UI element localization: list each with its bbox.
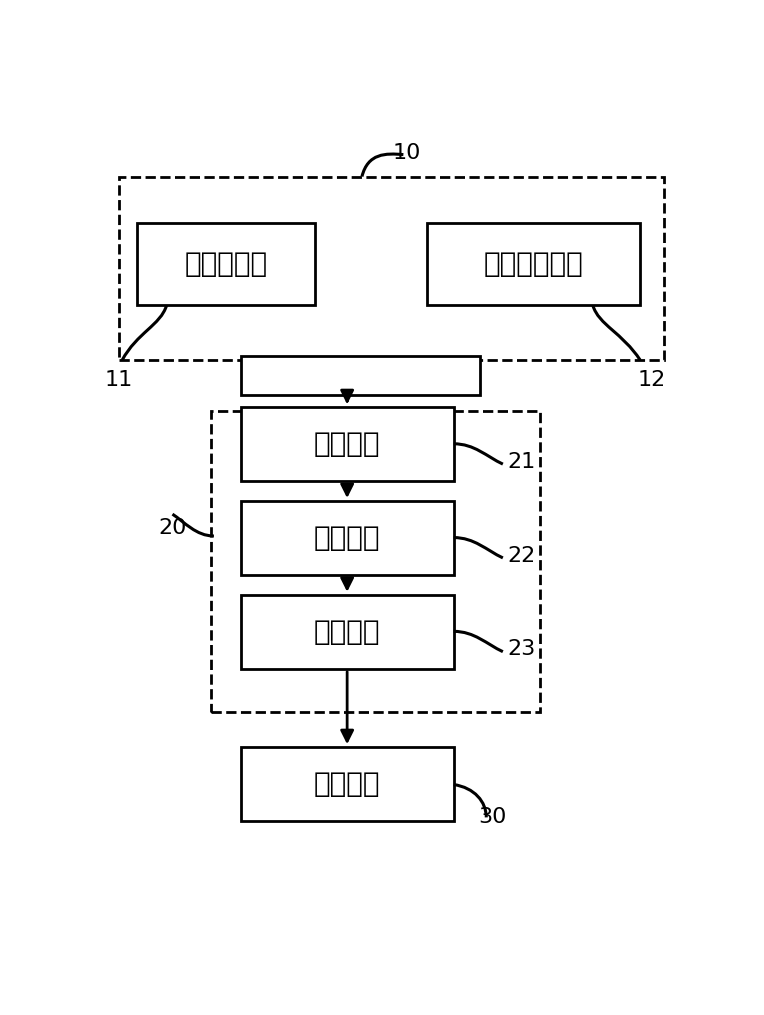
Text: 处理模块: 处理模块 bbox=[314, 618, 380, 646]
Bar bbox=[211, 411, 539, 712]
Bar bbox=[427, 223, 640, 306]
Bar bbox=[241, 407, 454, 481]
Text: 判断模块: 判断模块 bbox=[314, 524, 380, 552]
Bar bbox=[241, 500, 454, 576]
Text: 23: 23 bbox=[508, 639, 536, 660]
Text: 侧雷达探头: 侧雷达探头 bbox=[184, 251, 267, 278]
Text: 拐角雷达探头: 拐角雷达探头 bbox=[484, 251, 584, 278]
Bar bbox=[241, 595, 454, 669]
Text: 10: 10 bbox=[392, 143, 420, 163]
Text: 12: 12 bbox=[638, 369, 666, 390]
Text: 22: 22 bbox=[508, 545, 536, 565]
Text: 30: 30 bbox=[478, 807, 507, 827]
Text: 21: 21 bbox=[508, 452, 536, 472]
Text: 显示单元: 显示单元 bbox=[314, 770, 380, 798]
Bar bbox=[241, 356, 481, 396]
Bar bbox=[119, 177, 664, 360]
Text: 分析模块: 分析模块 bbox=[314, 430, 380, 458]
Bar bbox=[241, 747, 454, 821]
Bar bbox=[137, 223, 315, 306]
Text: 20: 20 bbox=[158, 519, 186, 538]
Text: 11: 11 bbox=[105, 369, 133, 390]
